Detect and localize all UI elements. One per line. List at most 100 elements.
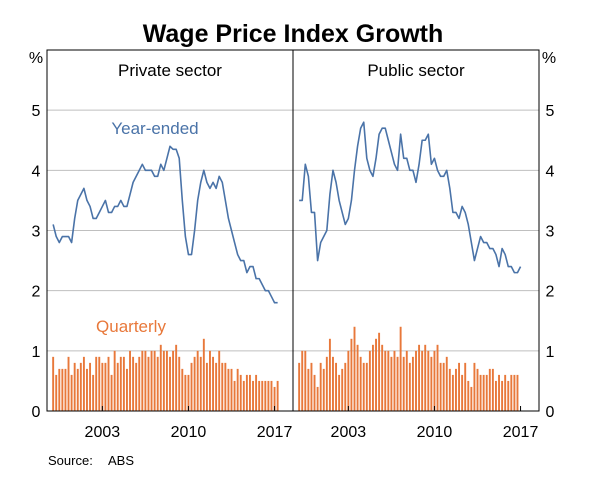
quarterly-bar (507, 380, 510, 411)
quarterly-bar (313, 374, 316, 411)
quarterly-bar (205, 362, 208, 411)
quarterly-bar (104, 362, 107, 411)
quarterly-bar (510, 374, 513, 411)
quarterly-bar (402, 356, 405, 411)
quarterly-bar (479, 374, 482, 411)
quarterly-bar (387, 350, 390, 411)
quarterly-bar (485, 374, 488, 411)
panels-layer: Private sector Year-ended Quarterly 2003 201… (47, 61, 539, 441)
y-tick-label-right: 0 (546, 404, 555, 421)
quarterly-bar (178, 356, 181, 411)
quarterly-bar (190, 362, 193, 411)
quarterly-bar (338, 374, 341, 411)
y-tick-label-right: 2 (546, 284, 555, 301)
quarterly-bar (328, 338, 331, 411)
quarterly-bar (393, 350, 396, 411)
quarterly-bar (347, 350, 350, 411)
quarterly-bar (436, 344, 439, 411)
y-tick-label-left: 5 (32, 103, 41, 120)
quarterly-bar (433, 350, 436, 411)
quarterly-bar (516, 374, 519, 411)
quarterly-bar (245, 374, 248, 411)
quarterly-bar (101, 362, 104, 411)
quarterly-bar (55, 374, 58, 411)
y-tick-label-left: 0 (32, 404, 41, 421)
quarterly-bar (236, 368, 239, 411)
quarterly-bar (421, 350, 424, 411)
quarterly-bar (61, 368, 64, 411)
quarterly-bar (464, 362, 467, 411)
quarterly-bar (488, 368, 491, 411)
quarterly-bar (215, 362, 218, 411)
quarterly-bar (132, 356, 135, 411)
quarterly-bar (196, 350, 199, 411)
quarterly-bar (113, 350, 116, 411)
quarterly-bar (172, 350, 175, 411)
quarterly-bar (233, 380, 236, 411)
axes-layer: 0 0 1 1 2 2 3 3 4 4 5 5 (32, 49, 555, 421)
quarterly-bar (445, 356, 448, 411)
source-value: ABS (108, 453, 134, 468)
quarterly-bar (365, 362, 368, 411)
quarterly-bar (261, 380, 264, 411)
quarterly-bar (418, 344, 421, 411)
quarterly-bar (255, 374, 258, 411)
year-ended-label: Year-ended (111, 119, 198, 138)
y-tick-label-right: 1 (546, 344, 555, 361)
quarterly-bar (359, 356, 362, 411)
quarterly-bar (458, 362, 461, 411)
quarterly-bar (221, 362, 224, 411)
quarterly-bar (451, 374, 454, 411)
quarterly-bar (193, 356, 196, 411)
quarterly-bar (350, 338, 353, 411)
quarterly-bar (396, 356, 399, 411)
quarterly-bar (495, 380, 497, 411)
source-label: Source: (48, 453, 93, 468)
quarterly-bar (64, 368, 67, 411)
quarterly-bar (310, 362, 313, 411)
quarterly-bar (332, 356, 334, 411)
quarterly-bar (138, 356, 141, 411)
quarterly-bar (135, 362, 138, 411)
quarterly-bar (470, 386, 473, 411)
quarterly-bar (335, 362, 338, 411)
quarterly-bar (82, 356, 85, 411)
quarterly-bar (304, 350, 307, 411)
quarterly-bar (504, 374, 507, 411)
panel-title: Private sector (118, 61, 222, 80)
quarterly-bar (461, 374, 464, 411)
quarterly-bar (405, 350, 408, 411)
x-tick-label: 2010 (171, 424, 207, 441)
quarterly-bar (79, 362, 82, 411)
quarterly-bar (67, 356, 70, 411)
quarterly-bar (159, 344, 162, 411)
panel-0: Private sector Year-ended Quarterly 2003 201… (47, 61, 293, 441)
quarterly-bar (212, 356, 215, 411)
quarterly-bar (119, 356, 122, 411)
quarterly-bar (153, 350, 156, 411)
quarterly-bar (76, 368, 79, 411)
quarterly-bar (239, 374, 242, 411)
quarterly-bar (147, 356, 150, 411)
quarterly-bar (273, 386, 276, 411)
left-unit-label: % (29, 50, 43, 67)
quarterly-bar (316, 386, 319, 411)
quarterly-bar (141, 350, 144, 411)
quarterly-bar (92, 374, 95, 411)
year-ended-line (299, 121, 522, 274)
quarterly-bar (439, 362, 442, 411)
y-tick-label-left: 1 (32, 344, 41, 361)
quarterly-bar (424, 344, 427, 411)
quarterly-bar (467, 380, 470, 411)
quarterly-bar (362, 362, 365, 411)
quarterly-bar (384, 350, 387, 411)
quarterly-bar (181, 368, 184, 411)
quarterly-bar (455, 368, 457, 411)
quarterly-bar (144, 350, 147, 411)
quarterly-bar (301, 350, 304, 411)
quarterly-bar (415, 350, 417, 411)
quarterly-bar (98, 356, 101, 411)
chart-title: Wage Price Index Growth (143, 20, 444, 48)
quarterly-bar (73, 362, 76, 411)
quarterly-bar (498, 374, 500, 411)
